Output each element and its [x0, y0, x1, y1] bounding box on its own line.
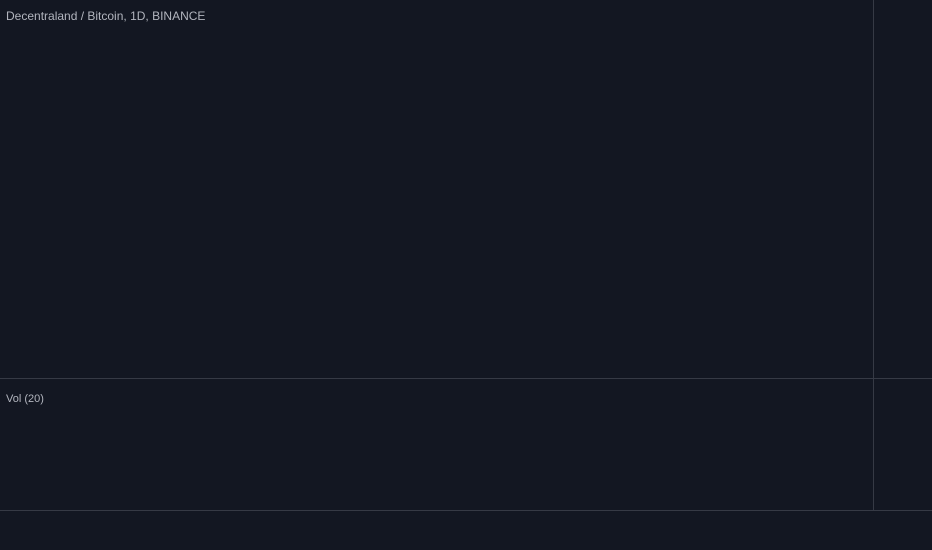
chart-title: Decentraland / Bitcoin, 1D, BINANCE — [6, 9, 205, 23]
volume-title: Vol (20) — [6, 393, 44, 405]
